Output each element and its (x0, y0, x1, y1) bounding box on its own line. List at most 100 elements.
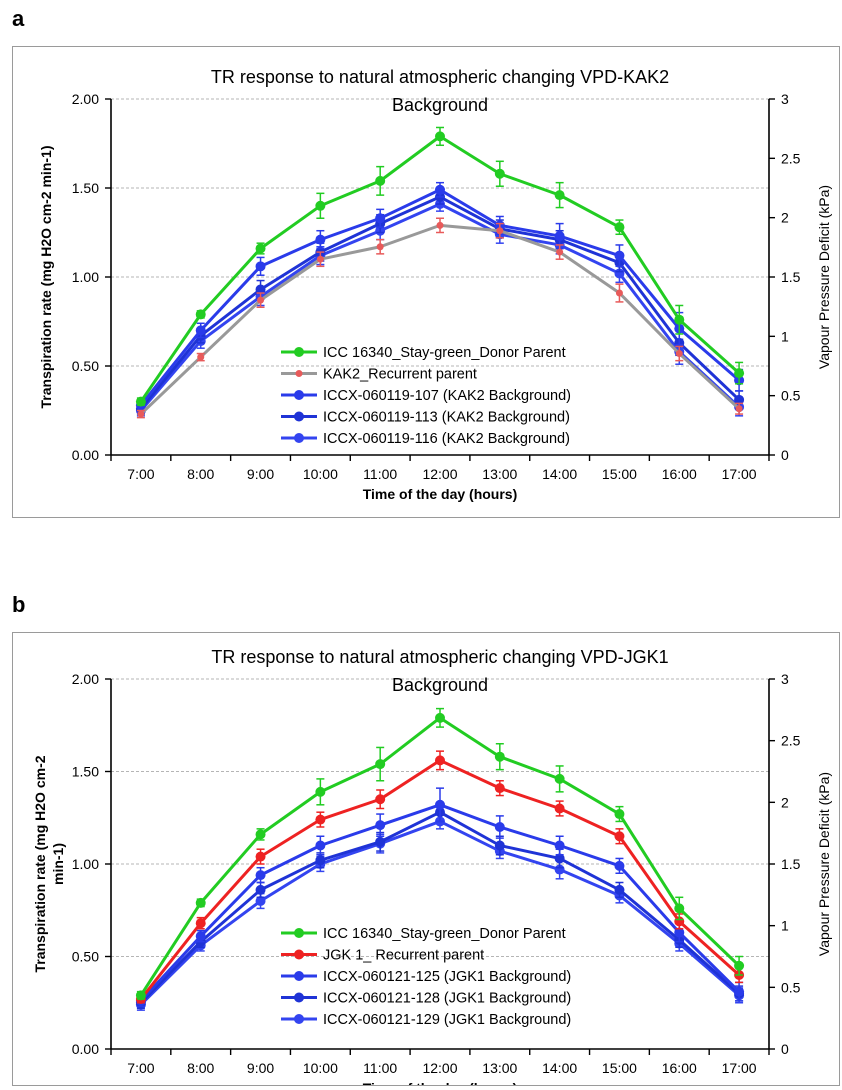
y2-tick-label: 1.5 (781, 856, 801, 872)
x-tick-label: 11:00 (363, 466, 397, 482)
y2-tick-label: 3 (781, 91, 789, 107)
y2-tick-label: 3 (781, 671, 789, 687)
data-point (137, 410, 145, 418)
legend-entry: ICCX-060121-128 (JGK1 Background) (323, 991, 571, 1007)
y2-tick-label: 0.5 (781, 979, 801, 995)
data-point (674, 903, 685, 914)
x-tick-label: 16:00 (662, 466, 697, 482)
x-tick-label: 14:00 (542, 466, 577, 482)
data-point (556, 248, 564, 256)
y2-axis-label: Vapour Pressure Deficit (kPa) (816, 185, 832, 369)
data-point (375, 794, 386, 805)
legend-swatch-marker (294, 1014, 304, 1024)
x-tick-label: 9:00 (247, 1060, 274, 1076)
legend-entry: ICCX-060121-129 (JGK1 Background) (323, 1012, 571, 1028)
data-point (255, 284, 266, 295)
data-point (674, 314, 685, 325)
data-point (435, 755, 445, 766)
data-point (315, 200, 326, 211)
data-point (316, 255, 324, 263)
data-point (734, 960, 745, 971)
y2-tick-label: 2 (781, 210, 789, 226)
legend-swatch-marker (294, 992, 304, 1003)
data-point (375, 820, 386, 831)
y-tick-label: 1.00 (72, 856, 99, 872)
chart-title: Background (392, 675, 488, 695)
x-tick-label: 17:00 (722, 466, 757, 482)
data-point (554, 190, 565, 201)
data-point (735, 405, 743, 413)
legend-entry: ICC 16340_Stay-green_Donor Parent (323, 926, 566, 942)
legend-swatch-marker (294, 411, 304, 422)
data-point (375, 175, 386, 186)
x-tick-label: 14:00 (542, 1060, 577, 1076)
panel-label-b: b (12, 592, 26, 617)
y-tick-label: 0.00 (72, 1041, 99, 1057)
x-tick-label: 8:00 (187, 1060, 214, 1076)
y2-tick-label: 1 (781, 918, 789, 934)
chart-panel-a: 0.00 0.50 1.00 1.50 2.00 0 0.5 1 1.5 2 2.5 3 7:00 8:0… (12, 46, 840, 518)
y-tick-label: 1.50 (72, 180, 99, 196)
data-point (255, 884, 266, 895)
data-point (614, 831, 625, 842)
data-point (435, 799, 445, 810)
data-point (554, 803, 565, 814)
x-tick-label: 16:00 (662, 1060, 697, 1076)
data-point (614, 860, 625, 871)
data-point (255, 261, 266, 272)
data-point (257, 296, 265, 304)
data-point (554, 773, 565, 784)
data-point (375, 213, 386, 224)
x-tick-label: 10:00 (303, 466, 338, 482)
data-point (614, 884, 625, 895)
legend-entry: ICC 16340_Stay-green_Donor Parent (323, 345, 566, 361)
y2-tick-label: 2.5 (781, 150, 801, 166)
x-tick-label: 15:00 (602, 466, 637, 482)
x-tick-label: 13:00 (482, 1060, 517, 1076)
y-axis-label: Transpiration rate (mg H2O cm-2 min-1) (38, 146, 54, 409)
x-tick-label: 8:00 (187, 466, 214, 482)
x-tick-label: 7:00 (127, 1060, 154, 1076)
data-point (494, 783, 505, 794)
data-point (494, 822, 505, 832)
chart-a-svg: 0.00 0.50 1.00 1.50 2.00 0 0.5 1 1.5 2 2.5 3 7:00 8:0… (38, 67, 832, 502)
y2-tick-label: 2 (781, 794, 789, 810)
chart-b-svg: 0.00 0.50 1.00 1.50 2.00 0 0.5 1 1.5 2 2.5 3 7:00 8:0… (32, 647, 832, 1090)
x-tick-label: 10:00 (303, 1060, 338, 1076)
data-point (255, 896, 266, 906)
series-2 (135, 750, 745, 1005)
legend-swatch-marker (295, 370, 303, 377)
legend: ICC 16340_Stay-green_Donor Parent JGK 1_ … (281, 926, 571, 1028)
x-tick-label: 9:00 (247, 466, 274, 482)
y-tick-label: 1.00 (72, 269, 99, 285)
data-point (195, 897, 206, 908)
y-tick-label: 1.50 (72, 764, 99, 780)
data-point (615, 289, 623, 297)
chart-title: TR response to natural atmospheric chang… (211, 647, 668, 667)
x-tick-label: 12:00 (422, 1060, 457, 1076)
y-tick-label: 0.50 (72, 358, 99, 374)
data-point (195, 931, 206, 942)
y-tick-label: 2.00 (72, 91, 99, 107)
data-point (255, 829, 266, 840)
y2-tick-label: 0 (781, 1041, 789, 1057)
x-axis-label: Time of the day (hours) (363, 486, 518, 502)
y-tick-label: 0.00 (72, 447, 99, 463)
data-point (734, 986, 745, 997)
series-1 (135, 126, 745, 407)
data-point (674, 927, 685, 938)
data-point (554, 853, 565, 864)
data-point (734, 368, 745, 379)
legend-swatch-marker (294, 949, 304, 960)
series-3 (135, 787, 745, 1008)
y-tick-label: 0.50 (72, 949, 99, 965)
x-tick-label: 12:00 (422, 466, 457, 482)
x-tick-label: 15:00 (602, 1060, 637, 1076)
data-point (375, 836, 386, 847)
series-line (139, 134, 741, 403)
y-tick-label: 2.00 (72, 671, 99, 687)
data-point (375, 759, 386, 770)
x-axis-label: Time of the day (hours) (363, 1080, 518, 1085)
data-point (135, 990, 146, 1001)
data-point (614, 222, 625, 233)
